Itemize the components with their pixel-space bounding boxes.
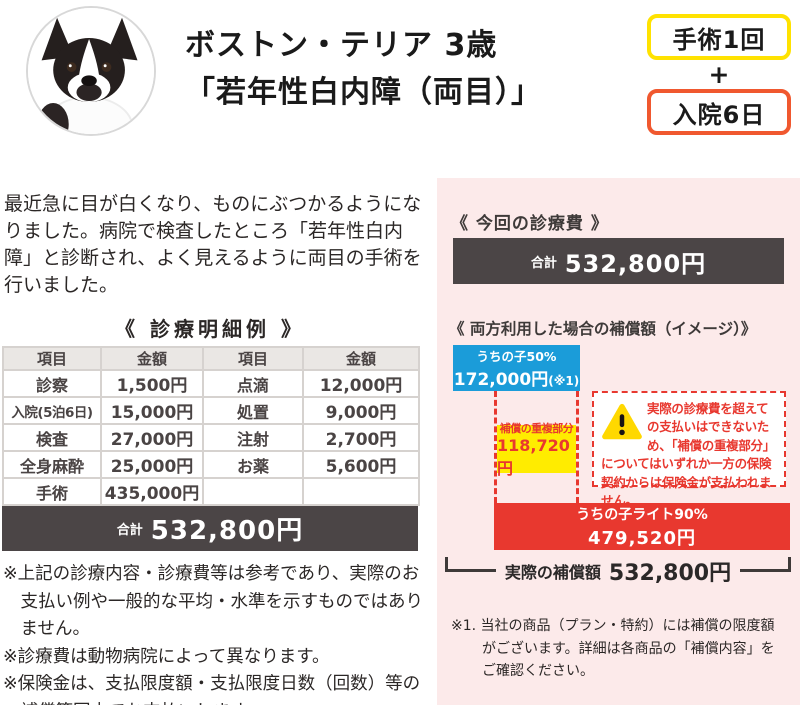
amount-cell: 15,000円 [100,396,204,425]
item-cell: 処置 [202,396,304,425]
table-row: 検査 27,000円 注射 2,700円 [2,423,420,452]
amount-cell: 27,000円 [100,423,204,452]
table-header-row: 項目 金額 項目 金額 [2,346,420,371]
current-cost-heading: 《 今回の診療費 》 [451,214,609,234]
plan-light-90-amount: 479,520円 [588,527,696,549]
item-cell: 検査 [2,423,102,452]
total-label: 合計 [116,523,143,538]
item-cell [202,477,304,506]
actual-compensation-value: 532,800円 [608,561,732,586]
amount-cell: 435,000円 [100,477,204,506]
item-cell: 点滴 [202,369,304,398]
title-line-2: 「若年性白内障（両目）」 [185,75,542,110]
both-plans-heading: 《 両方利用した場合の補償額（イメージ）》 [449,320,757,338]
overlap-amount: 118,720円 [497,435,570,478]
compensation-panel: 《 今回の診療費 》 合計 532,800円 《 両方利用した場合の補償額（イメ… [437,178,800,705]
plan-light-90-name: うちの子ライト90% [576,506,708,523]
bracket-left-tick [445,557,448,572]
footnote-1: ※1. 当社の商品（プラン・特約）には補償の限度額がございます。詳細は各商品の「… [451,618,775,679]
plan-50-amount: 172,000円(※1) [453,370,580,390]
col-header-item-1: 項目 [2,346,102,371]
actual-compensation: 実際の補償額 532,800円 [496,555,740,587]
overlap-box: 補償の重複部分 118,720円 [497,422,576,478]
amount-cell: 9,000円 [302,396,420,425]
table-row: 診察 1,500円 点滴 12,000円 [2,369,420,398]
actual-compensation-bracket: 実際の補償額 532,800円 [445,555,792,587]
amount-cell [302,477,420,506]
amount-cell: 2,700円 [302,423,420,452]
amount-cell: 12,000円 [302,369,420,398]
current-cost-total-bar: 合計 532,800円 [453,238,784,284]
treatment-table: 項目 金額 項目 金額 診察 1,500円 点滴 12,000円 入院(5泊6日… [2,346,420,506]
hospitalization-badge: 入院6日 [647,89,791,135]
col-header-item-2: 項目 [202,346,304,371]
plan-light-90-bar: うちの子ライト90% 479,520円 [494,503,790,550]
item-cell: 診察 [2,369,102,398]
page-title: ボストン・テリア 3歳 「若年性白内障（両目）」 [185,22,645,116]
treatment-table-title: 《 診療明細例 》 [115,317,305,341]
note-item: ※上記の診療内容・診療費等は参考であり、実際のお支払い例や一般的な平均・水準を示… [3,564,423,639]
plan-50-box: うちの子50% 172,000円(※1) [453,345,580,391]
boston-terrier-photo [26,6,156,136]
note-item: ※診療費は動物病院によって異なります。 [3,646,330,667]
col-header-amount-1: 金額 [100,346,204,371]
bracket-line [448,569,496,572]
item-cell: 全身麻酔 [2,450,102,479]
warning-box: 実際の診療費を超えての支払いはできないため、「補償の重複部分」についてはいずれか… [592,391,786,508]
treatment-detail: 項目 金額 項目 金額 診察 1,500円 点滴 12,000円 入院(5泊6日… [2,346,420,551]
item-cell: お薬 [202,450,304,479]
overlap-dashed-line-right [576,391,579,503]
case-badges: 手術1回 + 入院6日 [646,14,792,135]
warning-icon [602,403,642,440]
actual-compensation-label: 実際の補償額 [504,563,601,582]
title-line-1: ボストン・テリア 3歳 [185,28,498,63]
item-cell: 手術 [2,477,102,506]
bracket-right-tick [788,557,792,572]
item-cell: 入院(5泊6日) [2,396,102,425]
amount-cell: 1,500円 [100,369,204,398]
table-row: 手術 435,000円 [2,477,420,506]
dog-illustration [28,8,154,134]
footnote-ref: (※1) [548,374,580,388]
bracket-line [740,569,789,572]
table-row: 全身麻酔 25,000円 お薬 5,600円 [2,450,420,479]
table-row: 入院(5泊6日) 15,000円 処置 9,000円 [2,396,420,425]
note-item: ※保険金は、支払限度額・支払限度日数（回数）等の補償範囲内でお支払いします。 [3,674,421,705]
overlap-dashed-line-left [494,391,497,503]
overlap-label: 補償の重複部分 [499,421,574,435]
amount-cell: 5,600円 [302,450,420,479]
surgery-count-badge: 手術1回 [647,14,791,60]
amount-cell: 25,000円 [100,450,204,479]
plus-sign: + [708,60,730,89]
item-cell: 注射 [202,423,304,452]
plan-50-name: うちの子50% [476,349,557,364]
total-value: 532,800円 [150,516,304,546]
total-value: 532,800円 [564,249,707,278]
case-description: 最近急に目が白くなり、ものにぶつかるようになりました。病院で検査したところ「若年… [4,193,422,296]
table-total-bar: 合計 532,800円 [2,506,418,551]
col-header-amount-2: 金額 [302,346,420,371]
total-label: 合計 [530,255,557,271]
disclaimer-notes: ※上記の診療内容・診療費等は参考であり、実際のお支払い例や一般的な平均・水準を示… [3,561,427,705]
